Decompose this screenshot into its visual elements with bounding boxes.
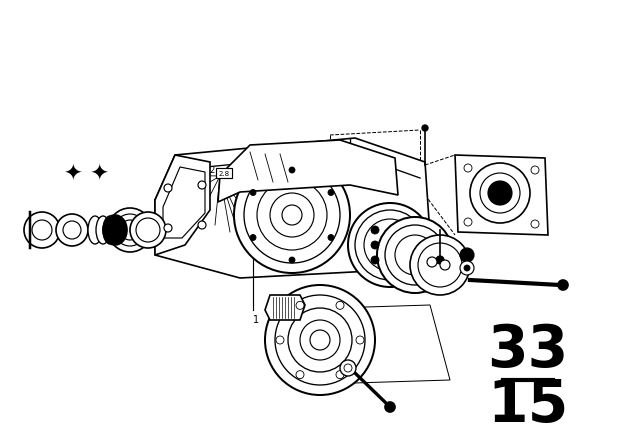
Text: 2.8: 2.8 [218,171,230,177]
Ellipse shape [88,216,102,244]
Ellipse shape [427,257,437,267]
Ellipse shape [289,257,295,263]
Ellipse shape [234,157,350,273]
Ellipse shape [344,364,352,372]
Ellipse shape [464,265,470,271]
Ellipse shape [348,203,432,287]
Ellipse shape [296,302,304,310]
Ellipse shape [198,221,206,229]
Polygon shape [455,155,548,235]
Ellipse shape [328,190,334,195]
Ellipse shape [336,370,344,379]
Ellipse shape [422,125,428,131]
Ellipse shape [198,181,206,189]
Ellipse shape [24,212,60,248]
Text: ✦ ✦: ✦ ✦ [65,165,109,185]
Ellipse shape [164,224,172,232]
Polygon shape [163,167,205,238]
Ellipse shape [340,360,356,376]
Text: 15: 15 [487,376,569,434]
Ellipse shape [356,336,364,344]
Ellipse shape [300,320,340,360]
Ellipse shape [244,167,340,263]
Ellipse shape [385,402,395,412]
Ellipse shape [108,208,152,252]
Ellipse shape [282,205,302,225]
Ellipse shape [289,167,295,173]
Ellipse shape [464,164,472,172]
Ellipse shape [56,214,88,246]
Ellipse shape [460,248,474,262]
Ellipse shape [464,218,472,226]
Ellipse shape [120,220,140,240]
Polygon shape [155,155,210,255]
Ellipse shape [296,370,304,379]
Ellipse shape [63,221,81,239]
Ellipse shape [110,216,124,244]
Ellipse shape [436,256,444,264]
Ellipse shape [336,302,344,310]
Ellipse shape [103,215,127,245]
Ellipse shape [418,243,462,287]
Ellipse shape [250,234,256,241]
Ellipse shape [310,330,330,350]
Ellipse shape [328,234,334,241]
Ellipse shape [371,241,379,249]
Polygon shape [265,295,305,320]
Ellipse shape [355,210,425,280]
Ellipse shape [460,261,474,275]
Ellipse shape [488,181,512,205]
Ellipse shape [270,193,314,237]
Text: 33: 33 [488,322,568,379]
FancyBboxPatch shape [216,168,232,178]
Ellipse shape [395,235,435,275]
Ellipse shape [103,216,117,244]
Ellipse shape [377,217,453,293]
Ellipse shape [265,285,375,395]
Ellipse shape [114,214,146,246]
Ellipse shape [257,180,327,250]
Polygon shape [218,140,398,202]
Ellipse shape [250,190,256,195]
Ellipse shape [136,218,160,242]
Text: 2: 2 [210,166,215,175]
Ellipse shape [371,226,379,234]
Ellipse shape [364,219,416,271]
Ellipse shape [164,184,172,192]
Ellipse shape [531,166,539,174]
Ellipse shape [32,220,52,240]
Polygon shape [155,138,430,278]
Ellipse shape [558,280,568,290]
Ellipse shape [96,216,110,244]
Ellipse shape [276,336,284,344]
Ellipse shape [440,260,450,270]
Ellipse shape [470,163,530,223]
Ellipse shape [275,295,365,385]
Ellipse shape [480,173,520,213]
Ellipse shape [410,235,470,295]
Text: 1: 1 [253,315,259,325]
Ellipse shape [130,212,166,248]
Ellipse shape [531,220,539,228]
Ellipse shape [371,256,379,264]
Ellipse shape [288,308,352,372]
Ellipse shape [385,225,445,285]
